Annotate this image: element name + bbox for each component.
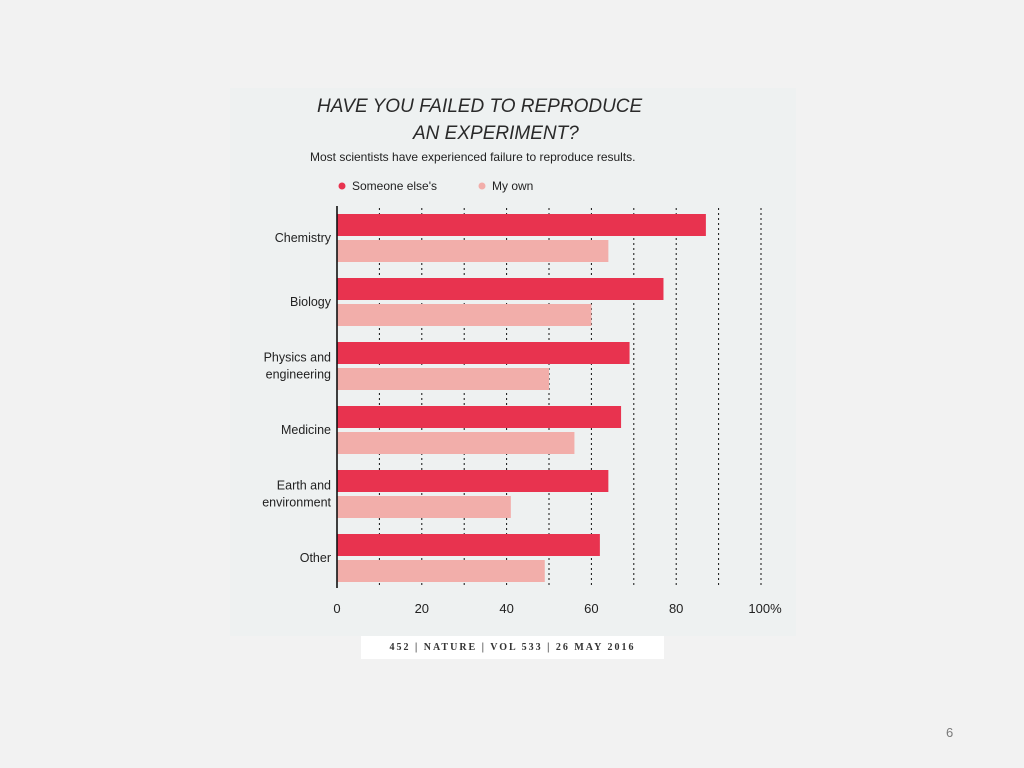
category-label: environment <box>262 496 331 510</box>
x-tick-label: 100% <box>748 601 782 616</box>
chart-title-line: AN EXPERIMENT? <box>412 123 579 144</box>
category-label: Earth and <box>277 479 331 493</box>
x-tick-label: 40 <box>499 601 513 616</box>
bar <box>337 342 630 364</box>
category-label: Medicine <box>281 423 331 437</box>
legend-swatch <box>478 182 486 190</box>
x-tick-label: 0 <box>333 601 340 616</box>
bar <box>337 470 609 492</box>
bar <box>337 240 609 262</box>
legend-label: My own <box>492 179 533 193</box>
chart-svg: HAVE YOU FAILED TO REPRODUCE AN EXPERIMEN… <box>262 96 782 616</box>
bar <box>337 278 664 300</box>
bar <box>337 214 706 236</box>
category-label: Chemistry <box>275 231 332 245</box>
category-label: engineering <box>266 368 331 382</box>
bar <box>337 534 600 556</box>
slide-number: 6 <box>946 725 954 740</box>
bar <box>337 368 549 390</box>
bar <box>337 406 622 428</box>
bar <box>337 304 592 326</box>
x-tick-label: 20 <box>415 601 429 616</box>
x-tick-label: 80 <box>669 601 683 616</box>
citation: 452 | NATURE | VOL 533 | 26 MAY 2016 <box>361 636 664 659</box>
chart-title-line: HAVE YOU FAILED TO REPRODUCE <box>317 96 643 117</box>
x-tick-label: 60 <box>584 601 598 616</box>
chart-subtitle: Most scientists have experienced failure… <box>310 150 636 164</box>
chart-figure: HAVE YOU FAILED TO REPRODUCE AN EXPERIMEN… <box>230 88 796 636</box>
category-label: Biology <box>290 295 332 309</box>
legend-label: Someone else's <box>352 179 437 193</box>
bar <box>337 496 511 518</box>
legend-swatch <box>338 182 346 190</box>
bar <box>337 560 545 582</box>
bar <box>337 432 575 454</box>
category-label: Other <box>300 551 331 565</box>
category-label: Physics and <box>264 351 331 365</box>
